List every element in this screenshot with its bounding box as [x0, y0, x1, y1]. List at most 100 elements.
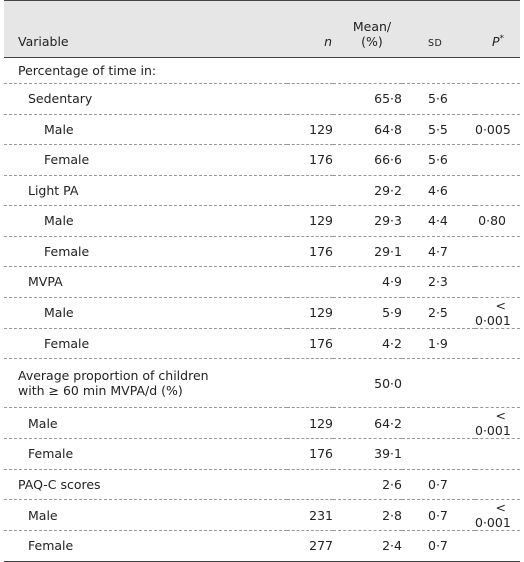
- cell-text: PAQ-C scores: [18, 476, 101, 492]
- cell-text: Percentage of time in:: [18, 63, 157, 78]
- table-row: Male 129 64·8 5·5 0·005: [4, 114, 520, 145]
- cell-text: 176: [309, 335, 333, 351]
- table-cell: 5·5: [402, 114, 475, 145]
- cell-text: 0·7: [428, 507, 448, 523]
- table-cell: [287, 469, 333, 500]
- table-cell: Female: [4, 438, 287, 470]
- table-row: Percentage of time in:: [4, 57, 520, 84]
- table-cell: 5·6: [402, 83, 475, 115]
- cell-text: 4·6: [428, 182, 448, 198]
- table-cell: 29·1: [333, 236, 402, 267]
- table-cell: 4·7: [402, 236, 475, 267]
- data-table: Variable n Mean/(%) SD P* Percentage of …: [4, 0, 520, 562]
- table-cell: Male: [4, 297, 287, 329]
- table-cell: 4·9: [333, 266, 402, 298]
- table-cell: Female: [4, 530, 287, 562]
- table-cell: 4·2: [333, 328, 402, 359]
- table-row: Male 129 64·2 < 0·001: [4, 407, 520, 439]
- table-body: Percentage of time in: Sedentary 65·8 5·6 Ma…: [4, 57, 520, 562]
- cell-text: 2·4: [382, 538, 402, 554]
- cell-text: 2·8: [382, 507, 402, 523]
- cell-text: 0·7: [428, 538, 448, 554]
- table-cell: Female: [4, 328, 287, 359]
- table-row: Average proportion of children with ≥ 60 …: [4, 358, 520, 408]
- table-cell: 64·2: [333, 407, 402, 439]
- table-cell: 277: [287, 530, 333, 562]
- table-cell: 2·4: [333, 530, 402, 562]
- cell-text: 66·6: [374, 152, 402, 168]
- cell-text: 129: [309, 213, 333, 229]
- cell-text: Average proportion of children: [18, 368, 209, 383]
- table-cell: 129: [287, 205, 333, 237]
- table-row: Female 176 4·2 1·9: [4, 328, 520, 359]
- cell-text: 2·3: [428, 274, 448, 290]
- table-row: Male 129 5·9 2·5 < 0·001: [4, 297, 520, 329]
- cell-text: 1·9: [428, 335, 448, 351]
- table-cell: 29·3: [333, 205, 402, 237]
- header-text: n: [324, 34, 332, 49]
- table-cell: 129: [287, 407, 333, 439]
- table-cell: Male: [4, 205, 287, 237]
- table-cell: [402, 438, 475, 470]
- cell-text: 5·6: [428, 91, 448, 107]
- table-cell: 2·8: [333, 499, 402, 531]
- table-cell: 50·0: [333, 358, 402, 408]
- cell-text: Male: [44, 305, 74, 320]
- cell-text: Male: [28, 507, 58, 523]
- table-row: Female 176 39·1: [4, 438, 520, 470]
- cell-text: 129: [309, 121, 333, 137]
- table-cell: 2·5: [402, 297, 475, 329]
- table-cell: [287, 358, 333, 408]
- cell-text: 4·9: [382, 274, 402, 290]
- cell-text: with ≥ 60 min MVPA/d (%): [18, 383, 183, 398]
- cell-text: 277: [309, 538, 333, 554]
- table-cell: < 0·001: [475, 407, 520, 439]
- table-cell: 0·80: [475, 205, 520, 237]
- cell-text: Male: [44, 121, 74, 137]
- cell-text: 0·7: [428, 476, 448, 492]
- table-cell: [475, 175, 520, 206]
- cell-text: MVPA: [28, 274, 63, 290]
- table-cell: MVPA: [4, 266, 287, 298]
- cell-text: 5·6: [428, 152, 448, 168]
- cell-text: 50·0: [374, 375, 402, 391]
- cell-text: Female: [44, 152, 90, 168]
- table-cell: 1·9: [402, 328, 475, 359]
- header-text: *: [499, 33, 505, 44]
- header-text: Mean/: [352, 19, 392, 34]
- table-cell: 4·6: [402, 175, 475, 206]
- cell-text: 29·3: [374, 213, 402, 229]
- table-cell: 5·9: [333, 297, 402, 329]
- table-cell: 2·6: [333, 469, 402, 500]
- table-row: Light PA 29·2 4·6: [4, 175, 520, 206]
- table-cell: Male: [4, 114, 287, 145]
- cell-text: 64·2: [374, 415, 402, 431]
- cell-text: Light PA: [28, 182, 79, 198]
- table-cell: Female: [4, 236, 287, 267]
- cell-text: Female: [28, 538, 74, 554]
- cell-text: 5·5: [428, 121, 448, 137]
- cell-text: 176: [309, 243, 333, 259]
- table-cell: 176: [287, 328, 333, 359]
- cell-text: Male: [44, 213, 74, 229]
- table-row: Female 277 2·4 0·7: [4, 530, 520, 562]
- table-cell: Sedentary: [4, 83, 287, 115]
- cell-text: 4·4: [428, 213, 448, 229]
- table-cell: 0·005: [475, 114, 520, 145]
- cell-text: 39·1: [374, 446, 402, 462]
- table-cell: 66·6: [333, 144, 402, 176]
- table-cell: Male: [4, 407, 287, 439]
- cell-text: 2·6: [382, 476, 402, 492]
- cell-text: 0·005: [475, 121, 511, 137]
- table-cell: [475, 83, 520, 115]
- cell-text: < 0·001: [475, 408, 511, 438]
- cell-text: 176: [309, 446, 333, 462]
- cell-text: < 0·001: [475, 500, 511, 530]
- cell-text: 4·7: [428, 243, 448, 259]
- cell-text: 176: [309, 152, 333, 168]
- cell-text: 29·2: [374, 182, 402, 198]
- table-cell: [475, 266, 520, 298]
- table-cell: 0·7: [402, 499, 475, 531]
- table-cell: 231: [287, 499, 333, 531]
